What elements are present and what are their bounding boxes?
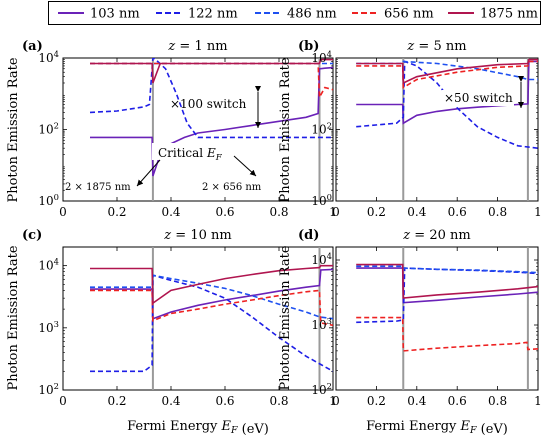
critical-label: Critical EF [158,146,223,163]
series-1875-nm [90,264,333,305]
panel-title: z = 1 nm [167,39,227,54]
x-tick-label: 0.4 [161,394,180,408]
x-tick-label: 0.2 [367,394,386,408]
plot-frame [335,246,539,391]
y-tick-label: 104 [311,251,332,267]
x-tick-label: 0.4 [161,205,180,219]
panel-label: (b) [298,39,319,54]
y-axis-label: Photon Emission Rate [6,57,21,202]
x-tick-label: 0 [59,394,67,408]
y-axis-label: Photon Emission Rate [278,245,293,390]
x-tick-label: 0 [332,394,340,408]
legend-label: 103 nm [90,7,140,22]
critical-arrow-right [233,155,257,177]
x-tick-label: 0.8 [488,205,507,219]
series-103-nm [90,268,333,320]
series-1875-nm [90,58,333,84]
x-tick-label: 0.8 [269,205,288,219]
series-486-nm [356,60,538,81]
legend-label: 486 nm [287,7,337,22]
y-axis-label: Photon Emission Rate [6,245,21,390]
x-tick-label: 0 [332,205,340,219]
y-tick-label: 103 [311,316,332,332]
series-656-nm [356,316,538,352]
y-tick-label: 100 [311,192,332,208]
panel-label: (c) [22,228,42,243]
switch-label-b: ×50 switch [444,91,513,105]
series-1875-nm [356,58,538,85]
legend-label: 1875 nm [480,7,538,22]
y-tick-label: 102 [311,381,332,397]
panel-title: z = 10 nm [163,228,231,243]
series-122-nm [356,60,538,149]
x-tick-label: 0.8 [269,394,288,408]
series-122-nm [89,58,333,139]
x-tick-label: 0.6 [448,205,467,219]
switch-label-a: ×100 switch [170,97,247,111]
y-tick-label: 102 [38,121,59,137]
y-tick-label: 102 [38,381,59,397]
x-tick-label: 0.4 [407,394,426,408]
x-tick-label: 0.6 [448,394,467,408]
x-tick-label: 1 [534,205,542,219]
left-note: 2 × 1875 nm [65,182,131,193]
x-axis-label: Fermi Energy EF (eV) [366,419,508,436]
series-103-nm [356,267,538,304]
critical-label-bg [152,143,242,160]
panel-title: z = 20 nm [402,228,470,243]
series-656-nm [356,60,538,89]
series-103-nm [356,60,538,125]
y-axis-label: Photon Emission Rate [278,57,293,202]
legend-label: 122 nm [188,7,238,22]
x-tick-label: 0.8 [488,394,507,408]
x-axis-label: Fermi Energy EF (eV) [127,419,269,436]
y-tick-label: 100 [38,192,59,208]
y-tick-label: 102 [311,121,332,137]
panel-title: z = 5 nm [406,39,466,54]
x-tick-label: 0.2 [107,394,126,408]
x-tick-label: 0 [59,205,67,219]
x-tick-label: 0.2 [367,205,386,219]
x-tick-label: 0.6 [215,205,234,219]
series-656-nm [90,62,333,101]
panel-label: (a) [22,39,43,54]
y-tick-label: 104 [311,49,332,65]
right-note: 2 × 656 nm [202,182,262,193]
annotations: ×100 switch Critical EF 2 × 1875 nm 2 × 656… [65,76,524,193]
legend-box [48,1,541,25]
x-tick-label: 0.6 [215,394,234,408]
x-tick-label: 0.2 [107,205,126,219]
series-122-nm [90,274,333,373]
x-tick-label: 0.4 [407,205,426,219]
y-tick-label: 104 [38,49,59,65]
legend: 103 nm 122 nm 486 nm 656 nm 1875 nm [48,1,541,25]
panel-label: (d) [298,228,319,243]
critical-arrow-left [136,159,161,187]
switch-label-b-bg [442,90,514,106]
series-486-nm [90,274,333,320]
x-tick-label: 1 [329,205,337,219]
plot-frame [335,57,539,202]
series-656-nm [90,289,333,327]
x-tick-label: 1 [329,394,337,408]
y-tick-label: 104 [38,257,59,273]
y-tick-label: 103 [38,319,59,335]
legend-label: 656 nm [384,7,434,22]
x-tick-label: 1 [534,394,542,408]
series-486-nm [356,265,538,274]
series-1875-nm [356,263,538,299]
